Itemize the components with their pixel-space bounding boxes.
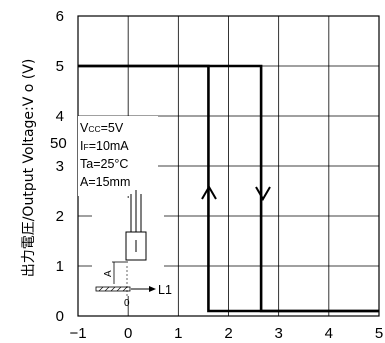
y-tick-label: 4 — [56, 108, 64, 125]
hatch-2 — [104, 286, 110, 292]
diagram-label-l1: L1 — [158, 283, 172, 297]
l1-arrow-head — [149, 286, 156, 292]
y-tick-label: 5 — [56, 58, 64, 75]
conditions-background — [78, 116, 158, 196]
x-tick-label: 1 — [174, 325, 182, 342]
hatch-3 — [110, 286, 116, 292]
x-tick-label: 0 — [124, 325, 132, 342]
y-tick-label: 0 — [56, 308, 64, 325]
series-line-down — [78, 64, 379, 313]
y-axis-ticks: 0 1 2 3 4 5 6 — [56, 8, 64, 325]
y-tick-label: 1 — [56, 258, 64, 275]
y-tick-label: 6 — [56, 8, 64, 25]
condition-ta: Ta=25°C — [80, 157, 128, 171]
arrow-down-icon — [255, 186, 271, 201]
diagram-label-zero: 0 — [124, 298, 130, 309]
hatch-4 — [116, 286, 122, 292]
x-tick-label: −1 — [69, 325, 86, 342]
sensor-diagram: A 0 L1 — [92, 190, 172, 309]
x-axis-ticks: −1 0 1 2 3 4 5 — [69, 325, 383, 342]
x-tick-label: 4 — [325, 325, 333, 342]
diagram-label-a: A — [103, 270, 114, 277]
arrow-up-icon — [201, 185, 217, 200]
condition-vcc: VCC=5V — [80, 121, 124, 135]
x-tick-label: 3 — [274, 325, 282, 342]
y-tick-label: 2 — [56, 208, 64, 225]
y-axis-label: 出力電圧/Output Voltage:V o (V) — [21, 59, 37, 278]
x-tick-label: 2 — [224, 325, 232, 342]
condition-if: IF=10mA — [80, 139, 129, 153]
y-tick-label: 3 — [56, 158, 64, 175]
condition-a: A=15mm — [80, 175, 130, 189]
hatch-5 — [122, 286, 128, 292]
hatch-1 — [98, 286, 104, 292]
extra-label-50: 50 — [50, 135, 67, 152]
x-tick-label: 5 — [375, 325, 383, 342]
